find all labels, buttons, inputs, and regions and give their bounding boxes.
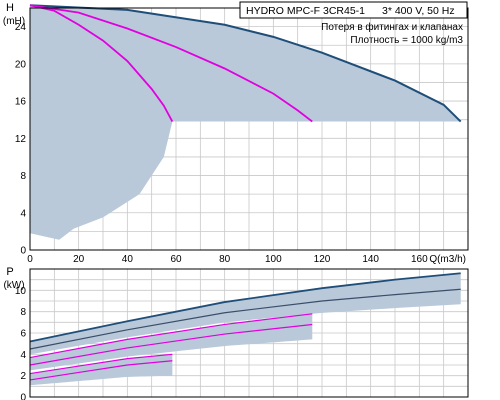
power-curve-1 [29,272,461,343]
power-curve-2 [29,288,461,350]
note-losses: Потеря в фитингах и клапанах [321,21,463,33]
power-band-full [30,273,461,355]
head-y-tick: 20 [15,59,27,70]
chart-header: HYDRO MPC-F 3CR45-1 3* 400 V, 50 Hz Поте… [239,1,468,46]
head-y-axis-label: H [6,2,14,14]
head-operating-area [30,5,461,240]
head-x-tick: 0 [27,254,33,265]
head-y-tick: 24 [15,22,27,33]
head-y-tick: 4 [20,208,26,219]
power-y-tick: 10 [15,286,27,297]
head-x-tick: 140 [362,254,379,265]
head-x-tick: 40 [122,254,134,265]
head-x-tick: 60 [170,254,182,265]
head-curve-2 [29,4,313,123]
head-x-tick: 100 [265,254,282,265]
power-y-axis-unit: (kW) [3,280,24,291]
power-y-tick: 0 [20,393,26,400]
power-band-one [30,354,173,386]
head-y-tick: 16 [15,97,27,108]
power-tick-labels: 0 2 4 6 8 10 [15,286,27,400]
head-curves [29,4,462,123]
head-x-tick: 120 [314,254,331,265]
head-x-tick: 20 [73,254,85,265]
header-model: HYDRO MPC-F 3CR45-1 [246,5,365,17]
power-y-axis-label: P [6,266,13,278]
power-curve-3 [29,313,313,359]
head-operating-area-shape [30,5,461,240]
power-curve-4 [29,323,313,366]
head-y-tick: 8 [20,171,26,182]
head-y-axis-unit: (mH) [3,16,25,27]
head-x-axis-unit: Q(m3/h) [429,254,466,265]
power-curves [29,272,461,381]
head-x-tick: 80 [219,254,231,265]
head-curve-3 [29,4,174,122]
head-y-tick: 12 [15,134,27,145]
head-x-tick: 160 [411,254,428,265]
power-y-tick: 4 [20,350,26,361]
header-supply: 3* 400 V, 50 Hz [382,5,455,17]
header-box [239,1,468,19]
power-curve-6 [29,360,173,381]
head-y-tick: 0 [20,246,26,257]
note-density: Плотность = 1000 kg/m3 [350,35,463,46]
power-curve-5 [29,353,173,375]
power-y-tick: 2 [20,371,26,382]
power-y-tick: 6 [20,329,26,340]
power-y-tick: 8 [20,307,26,318]
head-curve-1 [29,4,462,123]
power-plot-frame [29,268,469,398]
head-tick-labels: 0 20 40 60 80 100 120 140 160 Q(m3/h) 0 4 8 12 16 20 24 [15,22,466,265]
head-chart: 0 20 40 60 80 100 120 140 160 Q(m3/h)04812162024 … [3,2,469,265]
power-chart: 0 2 4 6 8 10 P (kW) [3,266,469,400]
